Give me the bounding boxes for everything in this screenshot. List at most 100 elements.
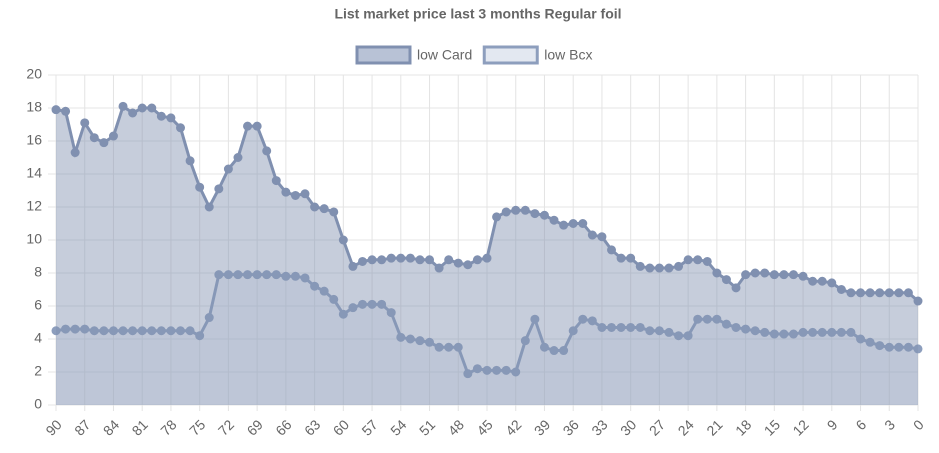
point bbox=[310, 281, 320, 291]
point bbox=[156, 326, 166, 336]
y-tick-label: 20 bbox=[26, 66, 42, 82]
point bbox=[271, 270, 281, 280]
point bbox=[338, 309, 348, 319]
x-tick-label: 21 bbox=[703, 416, 725, 438]
point bbox=[568, 219, 578, 228]
point bbox=[147, 103, 157, 113]
point bbox=[271, 176, 281, 186]
x-tick-label: 18 bbox=[732, 416, 754, 438]
y-tick-label: 10 bbox=[26, 231, 42, 247]
point bbox=[137, 326, 147, 336]
point bbox=[607, 322, 617, 332]
y-tick-label: 4 bbox=[34, 330, 42, 346]
point bbox=[185, 156, 195, 166]
point bbox=[683, 331, 693, 341]
point bbox=[779, 270, 789, 280]
x-tick-label: 84 bbox=[100, 416, 122, 438]
point bbox=[903, 288, 913, 298]
point bbox=[798, 271, 808, 281]
point bbox=[243, 121, 253, 131]
x-tick-label: 66 bbox=[272, 416, 294, 438]
point bbox=[99, 138, 109, 148]
legend-swatch bbox=[355, 45, 412, 65]
point bbox=[894, 288, 904, 298]
point bbox=[300, 273, 310, 283]
point bbox=[444, 342, 454, 352]
point bbox=[386, 308, 396, 318]
point bbox=[61, 106, 71, 116]
point bbox=[262, 146, 272, 156]
x-tick-label: 69 bbox=[244, 416, 266, 438]
x-tick-label: 12 bbox=[789, 416, 811, 438]
point bbox=[51, 326, 61, 336]
x-tick-label: 78 bbox=[157, 416, 179, 438]
point bbox=[683, 255, 693, 265]
point bbox=[281, 271, 291, 281]
point bbox=[674, 331, 684, 341]
point bbox=[616, 322, 626, 332]
point bbox=[482, 365, 492, 375]
point bbox=[70, 148, 80, 158]
x-tick-label: 9 bbox=[824, 416, 841, 433]
point bbox=[319, 204, 329, 214]
x-tick-label: 87 bbox=[71, 416, 93, 438]
point bbox=[51, 105, 61, 115]
point bbox=[405, 334, 415, 344]
point bbox=[587, 316, 597, 326]
point bbox=[176, 326, 186, 336]
point bbox=[300, 189, 310, 199]
point bbox=[846, 288, 856, 298]
point bbox=[310, 202, 320, 212]
point bbox=[61, 324, 71, 334]
point bbox=[233, 270, 243, 280]
point bbox=[559, 346, 569, 356]
point bbox=[865, 337, 875, 347]
point bbox=[338, 235, 348, 245]
point bbox=[884, 288, 894, 298]
x-tick-label: 54 bbox=[387, 416, 409, 438]
point bbox=[520, 336, 530, 346]
point bbox=[913, 296, 923, 306]
point bbox=[568, 326, 578, 336]
point bbox=[817, 276, 827, 286]
point bbox=[357, 299, 367, 309]
point bbox=[884, 342, 894, 352]
x-tick-label: 75 bbox=[186, 416, 208, 438]
point bbox=[539, 210, 549, 220]
point bbox=[721, 319, 731, 329]
point bbox=[99, 326, 109, 336]
point bbox=[434, 263, 444, 273]
point bbox=[204, 202, 214, 212]
point bbox=[664, 327, 674, 337]
point bbox=[769, 270, 779, 280]
point bbox=[453, 258, 463, 268]
point bbox=[597, 322, 607, 332]
point bbox=[635, 261, 645, 271]
point bbox=[674, 261, 684, 271]
y-tick-label: 16 bbox=[26, 132, 42, 148]
point bbox=[252, 270, 262, 280]
point bbox=[214, 270, 224, 280]
point bbox=[290, 271, 300, 281]
point bbox=[108, 131, 118, 141]
point bbox=[118, 101, 128, 111]
point bbox=[578, 314, 588, 324]
point bbox=[472, 364, 482, 374]
x-tick-label: 39 bbox=[531, 416, 553, 438]
y-tick-label: 14 bbox=[26, 165, 42, 181]
point bbox=[195, 331, 205, 341]
point bbox=[750, 268, 760, 278]
point bbox=[549, 346, 559, 356]
y-tick-label: 6 bbox=[34, 297, 42, 313]
point bbox=[511, 205, 521, 215]
point bbox=[741, 324, 751, 334]
point bbox=[329, 294, 339, 304]
point bbox=[827, 327, 837, 337]
point bbox=[760, 268, 770, 278]
point bbox=[693, 255, 703, 265]
point bbox=[559, 220, 569, 230]
point bbox=[166, 326, 176, 336]
point bbox=[137, 103, 147, 113]
point bbox=[492, 365, 502, 375]
point bbox=[453, 342, 463, 352]
